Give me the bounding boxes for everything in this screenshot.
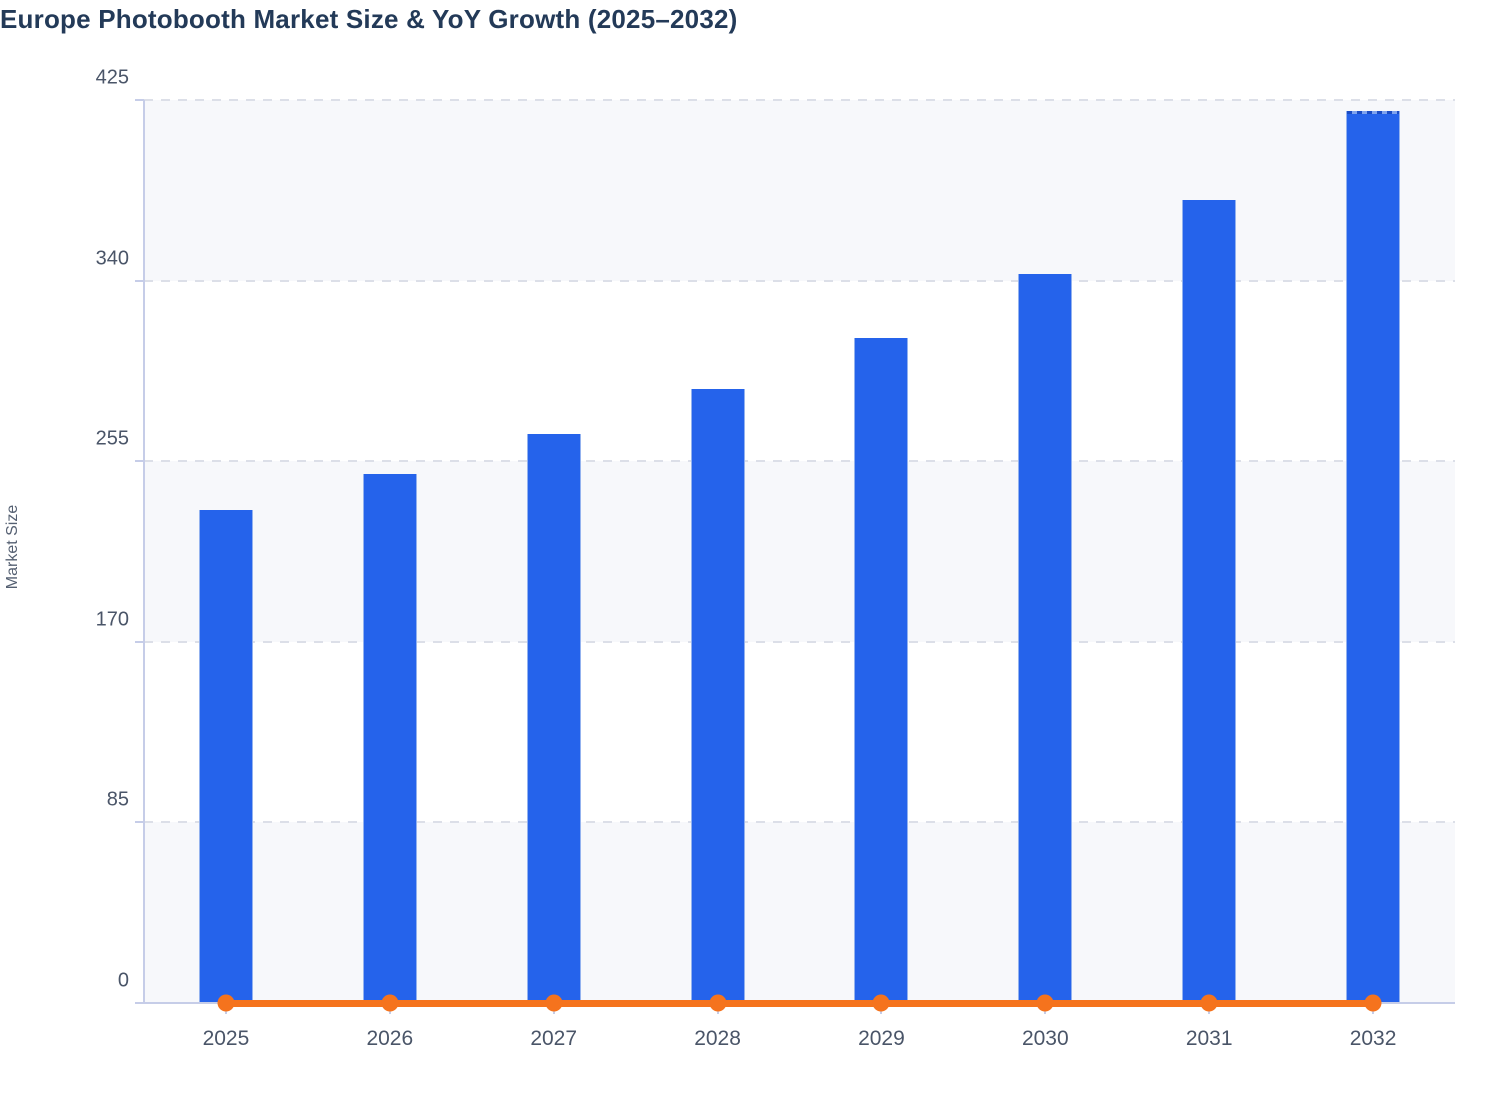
- yoy-marker-2031[interactable]: [1200, 994, 1218, 1012]
- bar-2028[interactable]: [690, 388, 745, 1003]
- column-2030: 2030: [963, 100, 1127, 1050]
- y-tick-label-0: 0: [117, 969, 129, 992]
- bar-2031[interactable]: [1182, 199, 1237, 1003]
- yoy-marker-2030[interactable]: [1036, 994, 1054, 1012]
- x-tick-label-2027: 2027: [530, 1027, 578, 1050]
- gridline-340: [144, 279, 1455, 282]
- bar-2026[interactable]: [362, 473, 417, 1003]
- y-tick-label-85: 85: [106, 788, 129, 811]
- y-axis-tick-85: [135, 821, 144, 824]
- yoy-marker-2032[interactable]: [1364, 994, 1382, 1012]
- column-2029: 2029: [800, 100, 964, 1050]
- bar-2025[interactable]: [198, 510, 253, 1003]
- row-band: [144, 461, 1455, 642]
- chart-title: Europe Photobooth Market Size & YoY Grow…: [0, 4, 738, 34]
- gridline-85: [144, 821, 1455, 824]
- x-tick-label-2031: 2031: [1185, 1027, 1233, 1050]
- bar-columns: 2025 2026 2027 2028 2029 2030 2031 2032: [144, 100, 1455, 1050]
- x-tick-label-2032: 2032: [1349, 1027, 1397, 1050]
- column-2027: 2027: [472, 100, 636, 1050]
- y-tick-label-255: 255: [95, 427, 129, 450]
- bar-2029[interactable]: [854, 337, 909, 1003]
- row-band: [144, 822, 1455, 1003]
- x-tick-label-2026: 2026: [366, 1027, 414, 1050]
- x-tick-label-2030: 2030: [1021, 1027, 1069, 1050]
- y-axis-tick-340: [135, 279, 144, 282]
- x-tick-label-2029: 2029: [858, 1027, 905, 1050]
- yoy-marker-2027[interactable]: [545, 994, 563, 1012]
- plot-area: 0 85 170 255 340 425 2025 2026 2027 2028 2029 2030…: [96, 67, 1455, 1050]
- column-2026: 2026: [308, 100, 472, 1050]
- yoy-marker-2029[interactable]: [872, 994, 890, 1012]
- column-2028: 2028: [636, 100, 800, 1050]
- gridline-170: [144, 640, 1455, 643]
- yoy-marker-2025[interactable]: [217, 994, 235, 1012]
- yoy-marker-2028[interactable]: [709, 994, 727, 1012]
- column-2032: 2032: [1291, 100, 1455, 1050]
- row-band: [144, 100, 1455, 281]
- row-bands: [144, 100, 1455, 1003]
- y-axis-line: [143, 100, 145, 1003]
- y-axis-tick-170: [135, 640, 144, 643]
- gridline-255: [144, 460, 1455, 463]
- yoy-growth-line[interactable]: [225, 999, 1374, 1007]
- y-tick-label-170: 170: [95, 608, 129, 631]
- y-axis-tick-425: [135, 99, 144, 101]
- bar-2032[interactable]: [1346, 110, 1401, 1003]
- gridline-425: [144, 99, 1455, 101]
- y-axis-title: Market Size: [4, 504, 21, 590]
- y-axis-tick-255: [135, 460, 144, 463]
- x-tick-label-2025: 2025: [202, 1027, 250, 1050]
- y-tick-label-340: 340: [95, 247, 129, 270]
- yoy-line-layer: [144, 100, 1455, 1012]
- column-2025: 2025: [144, 100, 308, 1050]
- bar-2027[interactable]: [526, 433, 581, 1003]
- column-2031: 2031: [1127, 100, 1291, 1050]
- bar-2030[interactable]: [1018, 274, 1073, 1003]
- y-tick-label-425: 425: [95, 66, 129, 89]
- yoy-marker-2026[interactable]: [381, 994, 399, 1012]
- y-axis-tick-0: [135, 1002, 144, 1004]
- gridlines: 0 85 170 255 340 425: [96, 67, 1455, 1004]
- x-tick-label-2028: 2028: [694, 1027, 741, 1050]
